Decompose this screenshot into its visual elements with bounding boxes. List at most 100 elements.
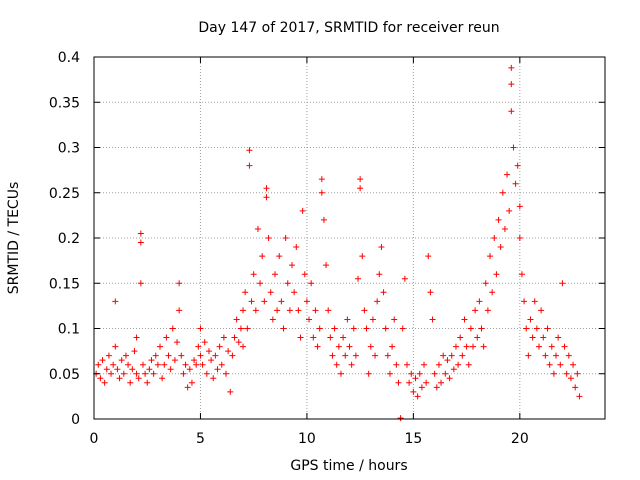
data-point (476, 298, 483, 305)
data-point (169, 325, 176, 332)
data-point (133, 370, 140, 377)
data-point (220, 334, 227, 341)
data-point (487, 253, 494, 260)
data-point (306, 316, 313, 323)
data-point (125, 361, 132, 368)
y-tick-label: 0.3 (58, 141, 80, 157)
data-point (399, 325, 406, 332)
data-point (267, 289, 274, 296)
y-axis-label: SRMTID / TECUs (6, 182, 22, 295)
data-point (531, 298, 538, 305)
data-point (384, 352, 391, 359)
data-point (197, 352, 204, 359)
data-point (240, 307, 247, 314)
data-point (538, 307, 545, 314)
data-point (350, 325, 357, 332)
data-point (176, 280, 183, 287)
data-point (501, 225, 508, 232)
data-point (363, 325, 370, 332)
data-point (395, 379, 402, 386)
data-point (110, 361, 117, 368)
data-point (293, 244, 300, 251)
data-point (139, 361, 146, 368)
data-point (274, 307, 281, 314)
data-point (523, 325, 530, 332)
data-point (337, 370, 344, 377)
data-point (374, 298, 381, 305)
data-point (229, 352, 236, 359)
data-point (103, 366, 110, 373)
data-point (450, 366, 457, 373)
data-point (499, 189, 506, 196)
data-point (423, 379, 430, 386)
data-point (225, 348, 232, 355)
data-point (133, 334, 140, 341)
data-point (312, 307, 319, 314)
data-point (491, 235, 498, 241)
data-point (137, 230, 144, 237)
data-point (361, 307, 368, 314)
data-point (463, 343, 470, 350)
data-point (114, 366, 121, 373)
data-point (467, 325, 474, 332)
data-point (171, 357, 178, 364)
data-point (474, 334, 481, 341)
data-point (144, 379, 151, 386)
data-point (516, 235, 523, 241)
data-point (174, 339, 181, 346)
x-tick-label: 0 (90, 431, 99, 447)
data-point (218, 361, 225, 368)
data-point (376, 271, 383, 278)
data-point (252, 307, 259, 314)
data-point (242, 289, 249, 296)
data-point (152, 352, 159, 359)
data-point (433, 384, 440, 391)
data-point (357, 185, 364, 192)
data-point (514, 162, 521, 169)
data-point (329, 352, 336, 359)
data-point (318, 176, 325, 183)
data-point (367, 343, 374, 350)
data-point (357, 176, 364, 183)
data-point (257, 280, 264, 287)
data-point (546, 361, 553, 368)
data-point (214, 366, 221, 373)
data-point (518, 271, 525, 278)
data-point (205, 348, 212, 355)
data-point (482, 280, 489, 287)
data-point (429, 316, 436, 323)
data-point (508, 64, 515, 71)
data-point (303, 298, 310, 305)
data-point (559, 280, 566, 287)
data-point (201, 339, 208, 346)
data-point (508, 81, 515, 88)
data-point (327, 334, 334, 341)
data-point (516, 203, 523, 210)
data-point (480, 343, 487, 350)
data-point (408, 370, 415, 377)
data-point (95, 361, 102, 368)
data-point (427, 289, 434, 296)
data-point (116, 375, 123, 382)
axis-ticks: 0 5 10 15 20 0 0.05 0.1 0.15 0.2 0.25 0.3 0.35 0.4 (49, 50, 605, 447)
data-point (157, 343, 164, 350)
data-point (533, 325, 540, 332)
data-point (576, 393, 583, 400)
data-point (159, 375, 166, 382)
data-point (572, 384, 579, 391)
data-point (574, 370, 581, 377)
data-point (146, 366, 153, 373)
data-point (542, 352, 549, 359)
data-point (210, 375, 217, 382)
data-point (316, 325, 323, 332)
data-point (553, 352, 560, 359)
y-tick-label: 0.35 (49, 95, 80, 111)
data-point (278, 298, 285, 305)
data-point (335, 343, 342, 350)
data-point (122, 352, 129, 359)
data-point (280, 325, 287, 332)
data-point (352, 352, 359, 359)
data-point (406, 379, 413, 386)
y-tick-label: 0.2 (58, 231, 80, 247)
